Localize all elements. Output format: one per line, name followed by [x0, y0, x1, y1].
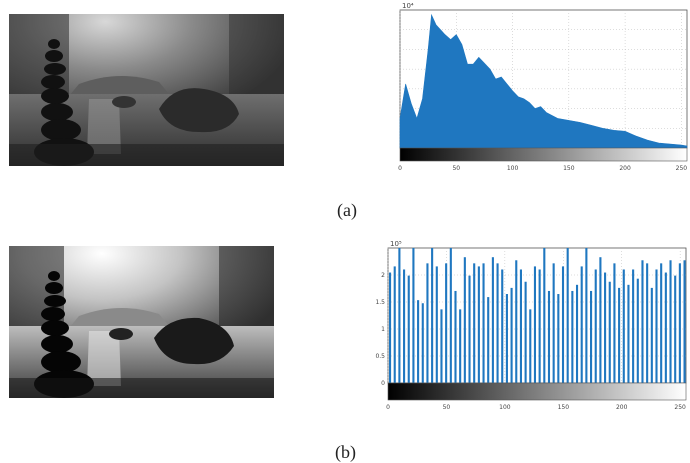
x-tick-label: 200 — [619, 165, 631, 172]
histogram-bar — [445, 263, 448, 383]
histogram-bar — [477, 266, 480, 383]
histogram-bar — [454, 290, 457, 383]
y-tick-label: 0.5 — [375, 353, 385, 360]
histogram-bar — [669, 260, 672, 383]
histogram-bar — [459, 309, 462, 383]
x-tick-label: 0 — [398, 165, 402, 172]
histogram-bar — [473, 263, 476, 383]
histogram-bar — [575, 284, 579, 383]
x-tick-label: 200 — [616, 404, 628, 411]
histogram-bar — [505, 294, 508, 383]
histogram-bar — [660, 263, 663, 383]
x-tick-label: 0 — [386, 404, 390, 411]
caption-a: (a) — [337, 200, 357, 220]
histogram-bar — [590, 290, 593, 383]
histogram-bar — [501, 269, 504, 383]
histogram-bar — [683, 260, 686, 383]
histogram-bar — [519, 269, 522, 383]
histogram-bar — [426, 263, 429, 383]
x-tick-label: 250 — [674, 404, 686, 411]
histogram-bar — [515, 260, 518, 383]
histogram-bar — [622, 269, 625, 383]
x-tick-label: 50 — [443, 404, 451, 411]
y-tick-label: 2 — [381, 272, 385, 279]
histogram-bar — [552, 263, 555, 383]
scale-exponent-label: 10⁵ — [390, 240, 402, 248]
histogram-bar — [524, 281, 527, 383]
histogram-bar — [608, 281, 611, 383]
histogram-bar — [632, 269, 635, 383]
histogram-bar — [482, 263, 485, 383]
y-tick-label: 0 — [381, 380, 385, 387]
intensity-gradient-bar — [387, 382, 687, 401]
histogram-bar — [646, 263, 649, 383]
photo-equalized — [9, 246, 274, 398]
histogram-equalized: 0 50 100 150 200 250 0 0.5 1 1.5 2 10⁵ — [375, 240, 687, 411]
histogram-bar — [468, 275, 471, 383]
y-tick-label: 1 — [381, 326, 385, 333]
histogram-bar — [407, 275, 410, 383]
histogram-bar — [641, 260, 644, 383]
histogram-bar — [496, 263, 499, 383]
histogram-bar — [604, 272, 607, 383]
caption-b: (b) — [335, 442, 356, 462]
histogram-original: 0 50 100 150 200 250 10⁴ — [398, 2, 688, 172]
histogram-bar — [398, 248, 401, 383]
x-tick-label: 150 — [563, 165, 575, 172]
histogram-bar — [636, 278, 639, 383]
intensity-gradient-bar — [399, 147, 688, 162]
histogram-bar — [403, 269, 406, 383]
histogram-bar — [594, 269, 597, 383]
histogram-bar — [566, 248, 569, 383]
histogram-bar — [412, 248, 415, 383]
histogram-bar — [440, 309, 443, 383]
histogram-bar — [393, 266, 396, 383]
histogram-bar — [561, 266, 565, 383]
x-tick-label: 50 — [452, 165, 460, 172]
x-tick-label: 100 — [499, 404, 511, 411]
histogram-bar — [664, 272, 667, 383]
histogram-bar — [678, 263, 681, 383]
histogram-bar — [533, 266, 537, 383]
histogram-bar — [463, 257, 466, 383]
histogram-bar — [627, 284, 630, 383]
histogram-bar — [599, 257, 602, 383]
histogram-bar — [650, 287, 653, 383]
histogram-bar — [491, 257, 494, 383]
histogram-bar — [543, 248, 546, 383]
histogram-bar — [655, 269, 658, 383]
histogram-bar — [538, 269, 541, 383]
histogram-bar — [585, 248, 588, 383]
histogram-bar — [571, 290, 574, 383]
histogram-bar — [417, 300, 420, 383]
histogram-area — [399, 13, 688, 149]
x-tick-label: 150 — [558, 404, 570, 411]
histogram-bar — [557, 294, 560, 383]
scale-exponent-label: 10⁴ — [402, 2, 414, 10]
histogram-bar — [510, 287, 513, 383]
histogram-bar — [580, 266, 583, 383]
histogram-bar — [618, 287, 621, 383]
x-tick-label: 100 — [507, 165, 519, 172]
histogram-bar — [449, 248, 452, 383]
x-tick-label: 250 — [676, 165, 688, 172]
histogram-bar — [529, 309, 532, 383]
histogram-bar — [613, 263, 616, 383]
histogram-bar — [389, 272, 392, 383]
histogram-bar — [487, 297, 490, 383]
y-tick-label: 1.5 — [375, 299, 385, 306]
histogram-bar — [674, 275, 677, 383]
histogram-bar — [435, 266, 438, 383]
histogram-bar — [431, 248, 434, 383]
photo-original — [9, 14, 284, 166]
histogram-bar — [421, 303, 424, 383]
histogram-bar — [547, 290, 551, 383]
